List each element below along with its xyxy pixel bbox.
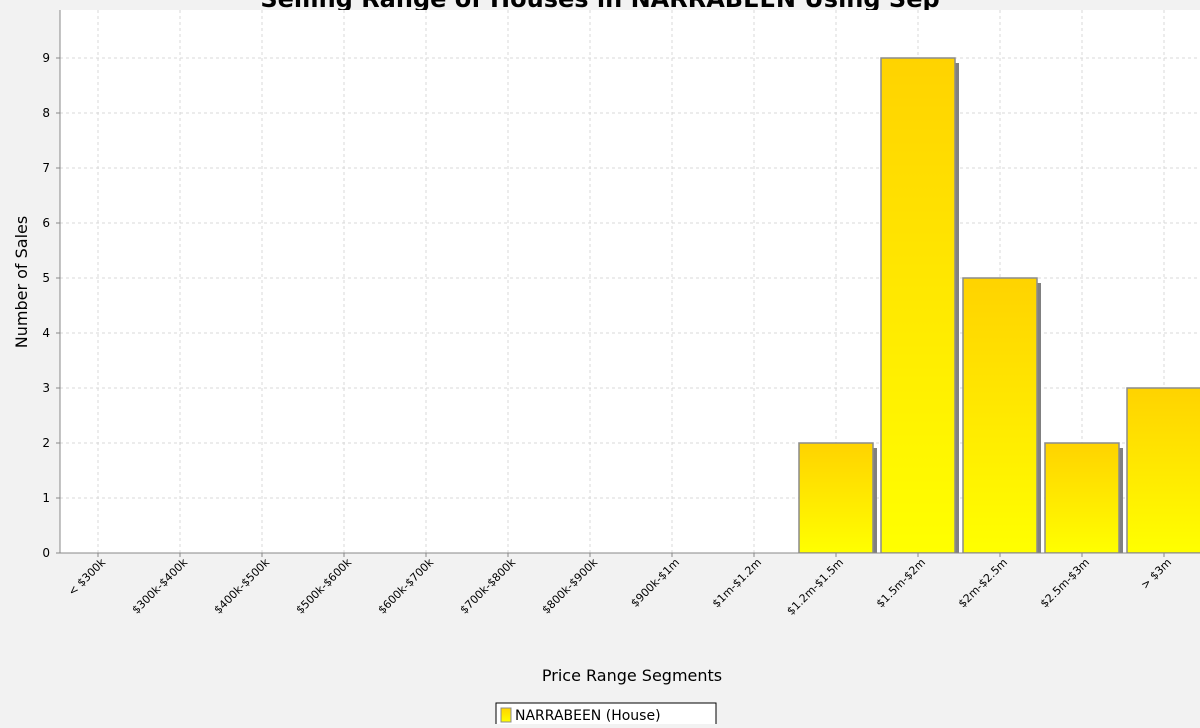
- y-axis-title: Number of Sales: [12, 216, 31, 348]
- x-tick-label: $1.5m-$2m: [874, 556, 928, 610]
- y-tick-label: 3: [42, 381, 50, 395]
- x-tick-label: $300k-$400k: [130, 555, 191, 616]
- y-tick-label: 7: [42, 161, 50, 175]
- x-tick-label: $700k-$800k: [458, 555, 519, 616]
- x-tick-label: $400k-$500k: [212, 555, 273, 616]
- y-tick-label: 8: [42, 106, 50, 120]
- bar-11: [880, 57, 956, 553]
- x-tick-label: $1.2m-$1.5m: [784, 556, 846, 618]
- x-axis-title: Price Range Segments: [542, 666, 722, 685]
- legend-swatch: [500, 707, 512, 723]
- x-tick-label: $2.5m-$3m: [1038, 556, 1092, 610]
- x-tick-label: $900k-$1m: [628, 556, 682, 610]
- bar-12: [962, 277, 1038, 553]
- x-tick-label: < $300k: [66, 555, 109, 598]
- bar-14: [1126, 387, 1200, 553]
- y-ticks: 0 1 2 3 4 5 6 7 8 9: [42, 51, 60, 560]
- x-tick-label: > $3m: [1138, 556, 1174, 592]
- y-tick-label: 2: [42, 436, 50, 450]
- y-tick-label: 5: [42, 271, 50, 285]
- x-tick-label: $800k-$900k: [540, 555, 601, 616]
- y-tick-label: 1: [42, 491, 50, 505]
- x-tick-label: $1m-$1.2m: [710, 556, 764, 610]
- x-tick-label: $2m-$2.5m: [956, 556, 1010, 610]
- x-tick-label: $600k-$700k: [376, 555, 437, 616]
- chart-title: Selling Range of Houses in NARRABEEN Usi…: [260, 0, 939, 13]
- y-tick-label: 4: [42, 326, 50, 340]
- bars: [798, 57, 1200, 553]
- bar-10: [798, 442, 874, 553]
- bar-13: [1044, 442, 1120, 553]
- y-tick-label: 9: [42, 51, 50, 65]
- x-tick-label: $500k-$600k: [294, 555, 355, 616]
- legend: NARRABEEN (House): [495, 702, 717, 728]
- legend-label: NARRABEEN (House): [515, 708, 661, 724]
- legend-box: [495, 702, 717, 728]
- y-tick-label: 6: [42, 216, 50, 230]
- x-ticks: < $300k $300k-$400k $400k-$500k $500k-$600k…: [66, 553, 1174, 618]
- y-tick-label: 0: [42, 546, 50, 560]
